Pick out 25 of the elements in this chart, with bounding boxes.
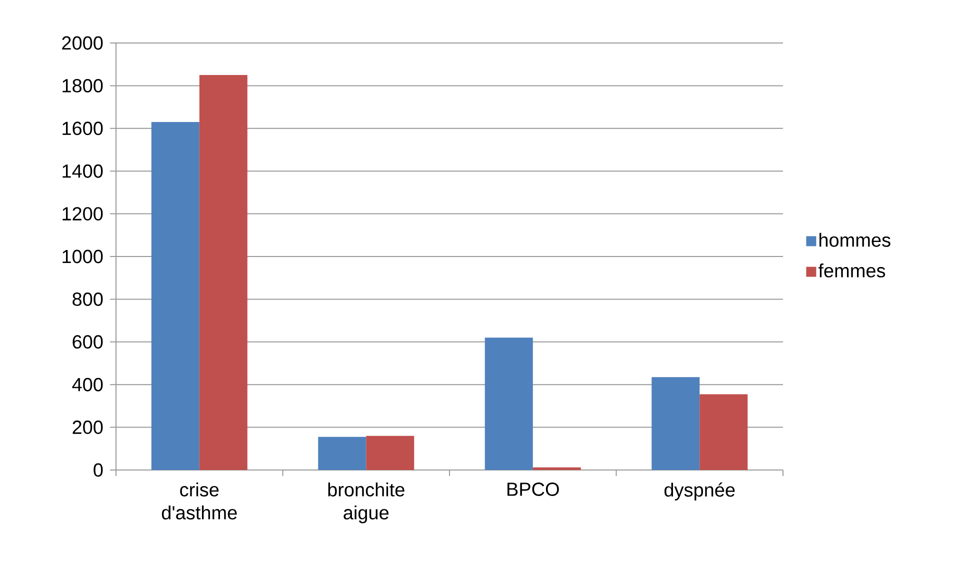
x-tick-label: bronchite aigue [328,482,404,524]
y-tick-label: 1000 [62,250,103,264]
bar [484,338,533,470]
bar [366,436,414,470]
y-tick-label: 2000 [62,36,103,50]
bar [318,436,366,470]
y-tick-label: 600 [72,335,103,349]
bar [532,467,581,470]
legend-label: hommes [820,232,890,247]
y-tick-label: 400 [72,378,103,392]
x-tick-label: BPCO [508,482,559,496]
legend-label: femmes [818,264,886,278]
y-tick-label: 1600 [62,122,103,136]
bar [700,394,748,470]
y-tick-label: 800 [72,292,103,306]
y-tick-label: 1400 [62,164,103,178]
bar [151,122,200,470]
y-tick-label: 1200 [62,207,103,221]
x-tick-label: crise d'asthme [162,482,237,520]
y-tick-label: 1800 [62,78,103,92]
y-tick-label: 0 [94,463,103,477]
bar [652,377,700,470]
bar [199,75,248,470]
x-tick-label: dyspnée [664,482,735,500]
y-tick-label: 200 [72,420,103,434]
